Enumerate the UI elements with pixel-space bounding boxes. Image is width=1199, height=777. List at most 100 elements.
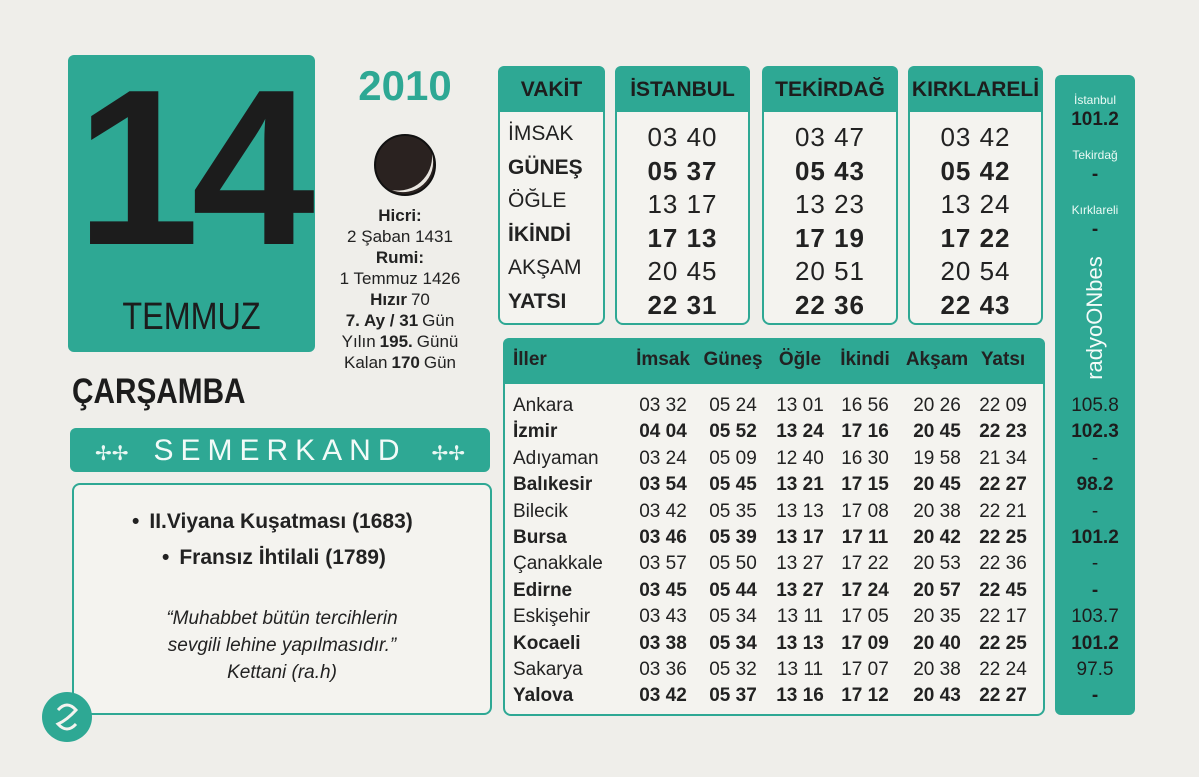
province-time: 17 15 — [841, 474, 889, 496]
radio-frequency: - — [1091, 685, 1099, 707]
province-time: 20 38 — [913, 659, 961, 680]
province-time: 20 45 — [913, 474, 961, 496]
column-header-band — [908, 66, 1043, 112]
radio-frequency: - — [1091, 579, 1099, 601]
province-time: 17 05 — [841, 606, 889, 628]
province-time: 13 27 — [776, 553, 824, 575]
info-line: 1 Temmuz 1426 — [330, 268, 470, 289]
province-time: 13 17 — [776, 527, 824, 548]
province-name: Balıkesir — [513, 474, 593, 496]
radio-city: İstanbul — [1073, 93, 1117, 107]
province-time: 13 11 — [776, 606, 824, 628]
table-header: İmsak — [636, 349, 690, 370]
province-time: 03 57 — [639, 553, 687, 575]
province-name: Yalova — [513, 685, 574, 707]
weekday: ÇARŞAMBA — [72, 372, 246, 411]
prayer-time: 03 47 — [794, 122, 866, 152]
info-line: 2 Şaban 1431 — [330, 226, 470, 247]
info-block: Hicri: 2 Şaban 1431 Rumi: 1 Temmuz 1426 Hızı… — [330, 205, 470, 373]
province-time: 22 25 — [979, 632, 1027, 654]
day-number: 14 — [76, 44, 315, 292]
events-list: • II.Viyana Kuşatması (1683) • Fransız İhti… — [72, 510, 492, 582]
info-text: 195. — [379, 332, 413, 351]
event-item: • II.Viyana Kuşatması (1683) — [132, 510, 492, 534]
province-time: 22 23 — [979, 421, 1027, 443]
province-time: 17 08 — [841, 500, 889, 522]
prayer-time: 17 19 — [794, 222, 866, 253]
bullet: • — [132, 510, 140, 533]
province-name: Ankara — [513, 395, 574, 416]
info-text: 2 Şaban 1431 — [347, 227, 453, 246]
province-time: 03 36 — [639, 659, 687, 680]
province-time: 03 45 — [639, 579, 687, 601]
province-time: 22 27 — [979, 685, 1027, 707]
province-name: Sakarya — [513, 659, 583, 680]
province-time: 20 53 — [913, 553, 961, 575]
radio-frequency: - — [1091, 447, 1099, 469]
province-time: 13 16 — [776, 685, 824, 707]
province-time: 22 36 — [979, 553, 1027, 575]
province-time: 20 57 — [913, 579, 961, 601]
province-name: Çanakkale — [513, 553, 603, 575]
table-header: İller — [513, 349, 547, 370]
info-line: Kalan 170 Gün — [330, 352, 470, 373]
province-time: 03 46 — [639, 527, 687, 548]
province-time: 20 38 — [913, 500, 961, 522]
province-name: İzmir — [513, 421, 558, 443]
prayer-time: 13 23 — [794, 189, 866, 219]
date-panel — [68, 55, 315, 352]
province-time: 17 12 — [841, 685, 889, 707]
info-text: Rumi: — [375, 248, 425, 267]
province-time: 05 34 — [709, 632, 757, 654]
table-header: İkindi — [840, 349, 890, 370]
province-time: 22 21 — [979, 500, 1027, 522]
column-header-band — [498, 66, 605, 112]
province-time: 20 26 — [913, 395, 961, 416]
radio-frequency: 97.5 — [1076, 659, 1114, 680]
prayer-time: 22 43 — [940, 289, 1011, 320]
info-text: 7. Ay / 31 — [345, 311, 419, 330]
table-box — [503, 338, 1045, 716]
province-time: 17 11 — [841, 527, 889, 548]
brand-band: ✢✢ SEMERKAND ✢✢ — [70, 428, 490, 472]
brand: SEMERKAND — [153, 434, 407, 467]
quote-author: Kettani (ra.h) — [227, 662, 337, 683]
province-time: 22 45 — [979, 579, 1027, 601]
prayer-time: 03 40 — [647, 122, 718, 152]
prayer-name: İKİNDİ — [508, 222, 571, 246]
province-time: 12 40 — [776, 447, 824, 469]
province-time: 03 32 — [639, 395, 687, 416]
radio-city: Kırklareli — [1071, 203, 1119, 217]
province-time: 17 22 — [841, 553, 889, 575]
province-name: Bilecik — [513, 500, 568, 522]
table-header: Öğle — [778, 349, 822, 370]
table-header: Akşam — [905, 349, 969, 370]
province-time: 20 35 — [913, 606, 961, 628]
province-time: 03 43 — [639, 606, 687, 628]
province-name: Bursa — [513, 527, 567, 548]
province-time: 20 42 — [913, 527, 961, 548]
info-text: Günü — [416, 332, 459, 351]
province-time: 22 17 — [979, 606, 1027, 628]
column-header: İSTANBUL — [630, 78, 735, 101]
province-time: 03 42 — [639, 500, 687, 522]
province-time: 13 01 — [776, 395, 824, 416]
province-time: 20 43 — [913, 685, 961, 707]
province-time: 05 35 — [709, 500, 757, 522]
province-name: Adıyaman — [513, 447, 599, 469]
radio-frequency: 102.3 — [1071, 421, 1119, 443]
radio-frequency: - — [1091, 500, 1099, 522]
province-time: 20 40 — [913, 632, 961, 654]
prayer-time: 20 54 — [940, 256, 1011, 286]
prayer-time: 03 42 — [940, 122, 1011, 152]
prayer-time: 22 36 — [794, 289, 866, 320]
province-time: 20 45 — [913, 421, 961, 443]
info-text: Gün — [423, 353, 456, 372]
events-box — [72, 483, 492, 715]
province-time: 13 11 — [776, 659, 824, 680]
prayer-name: ÖĞLE — [508, 189, 567, 212]
prayer-time: 20 45 — [647, 256, 718, 286]
info-text: 70 — [410, 290, 430, 309]
info-line: 7. Ay / 31 Gün — [330, 310, 470, 331]
